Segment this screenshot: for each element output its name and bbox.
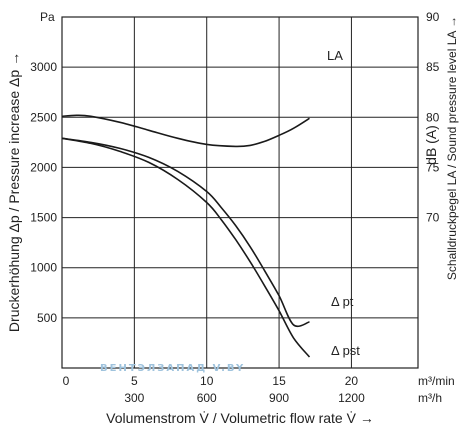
plot-background [62, 17, 418, 368]
y-axis-unit-right: dB (A) [423, 125, 439, 165]
y-tick-label-right: 85 [426, 60, 440, 74]
curve-la [61, 114, 310, 148]
x-unit-secondary: m³/h [418, 391, 442, 405]
x-tick-label-primary: 15 [272, 374, 286, 388]
y-tick-label-right: 70 [426, 211, 440, 225]
series-label: LA [327, 48, 343, 63]
curves: LA Δ pt Δ pst [61, 48, 360, 358]
y-unit-pa: Pa [40, 10, 55, 24]
y-tick-label-left: 2000 [30, 160, 57, 174]
y-tick-label-left: 500 [37, 311, 57, 325]
y-tick-label-left: 1000 [30, 261, 57, 275]
y-axis-title-right: Schalldruckpegel LA / Sound pressure lev… [445, 16, 459, 280]
x-tick-label-primary: 10 [200, 374, 214, 388]
y-tick-label-left: 3000 [30, 60, 57, 74]
x-tick-label-secondary: 300 [124, 391, 144, 405]
plot-frame [61, 16, 419, 369]
x-tick-label-primary: 0 [63, 374, 70, 388]
series-label: Δ pt [331, 294, 354, 309]
curve--pt [61, 137, 310, 328]
y-tick-label-right: 80 [426, 110, 440, 124]
x-unit-primary: m³/min [418, 374, 455, 388]
y-tick-label-left: 1500 [30, 211, 57, 225]
y-tick-label-right: 90 [426, 10, 440, 24]
grid [62, 17, 418, 368]
x-tick-label-primary: 5 [131, 374, 138, 388]
y-axis-title-left: Druckerhöhung Δp / Pressure increase Δp … [6, 52, 22, 332]
x-tick-label-secondary: 1200 [338, 391, 365, 405]
x-tick-label-secondary: 900 [269, 391, 289, 405]
curve--pst [61, 137, 311, 358]
x-tick-label-secondary: 600 [197, 391, 217, 405]
x-axis-title: Volumenstrom V̇ / Volumetric flow rate V… [106, 410, 374, 426]
y-tick-label-left: 2500 [30, 110, 57, 124]
series-label: Δ pst [331, 343, 360, 358]
x-tick-label-primary: 20 [345, 374, 359, 388]
y-tick-label-right: 75 [426, 160, 440, 174]
watermark: ВЕНТЭЛЗАПАД V.BY [100, 363, 245, 374]
